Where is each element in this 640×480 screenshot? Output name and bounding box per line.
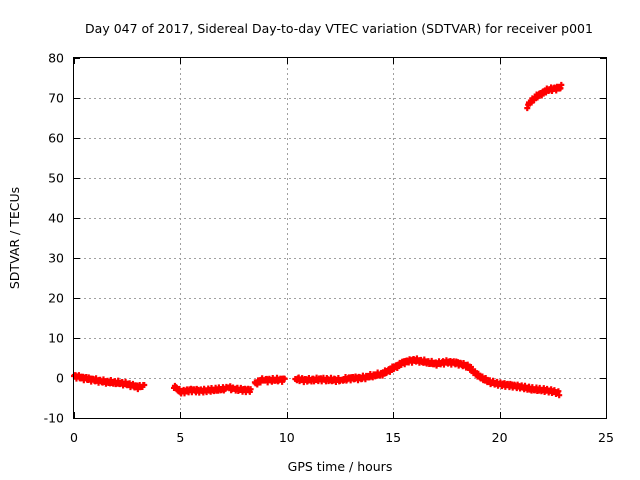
tick-labels: 0 5 10 15 20 25 -10 0 10 20 30 40 50 60 70 80	[44, 51, 614, 446]
x-tick-label: 20	[492, 430, 508, 445]
data-series-sdtvar	[71, 81, 565, 399]
y-tick-label: 0	[56, 371, 64, 386]
x-tick-label: 15	[385, 430, 401, 445]
grid-lines	[74, 58, 606, 418]
data-point-markers	[339, 355, 563, 399]
data-segment	[524, 81, 565, 112]
y-tick-label: -10	[44, 411, 64, 426]
x-tick-label: 0	[70, 430, 78, 445]
axis-ticks	[74, 58, 607, 419]
y-axis-label: SDTVAR / TECUs	[7, 187, 22, 289]
data-point-markers	[251, 374, 288, 388]
data-point-markers	[226, 383, 254, 396]
data-segment	[71, 372, 148, 393]
data-point-markers	[524, 81, 565, 112]
y-tick-label: 50	[48, 171, 64, 186]
chart-title: Day 047 of 2017, Sidereal Day-to-day VTE…	[85, 21, 593, 36]
y-tick-label: 60	[48, 131, 64, 146]
x-tick-label: 25	[598, 430, 614, 445]
data-point-markers	[292, 374, 343, 386]
x-axis-label: GPS time / hours	[288, 459, 393, 474]
x-tick-label: 5	[176, 430, 184, 445]
y-tick-label: 70	[48, 91, 64, 106]
data-segment	[171, 382, 231, 397]
x-tick-label: 10	[279, 430, 295, 445]
y-tick-label: 80	[48, 51, 64, 66]
y-tick-label: 10	[48, 331, 64, 346]
data-point-markers	[171, 382, 231, 397]
y-tick-label: 30	[48, 251, 64, 266]
plot-frame	[73, 57, 607, 419]
y-tick-label: 20	[48, 291, 64, 306]
y-tick-label: 40	[48, 211, 64, 226]
data-point-markers	[71, 372, 148, 393]
data-segment	[226, 383, 254, 396]
data-segment	[251, 374, 288, 388]
data-segment	[339, 355, 563, 399]
data-segment	[292, 374, 343, 386]
